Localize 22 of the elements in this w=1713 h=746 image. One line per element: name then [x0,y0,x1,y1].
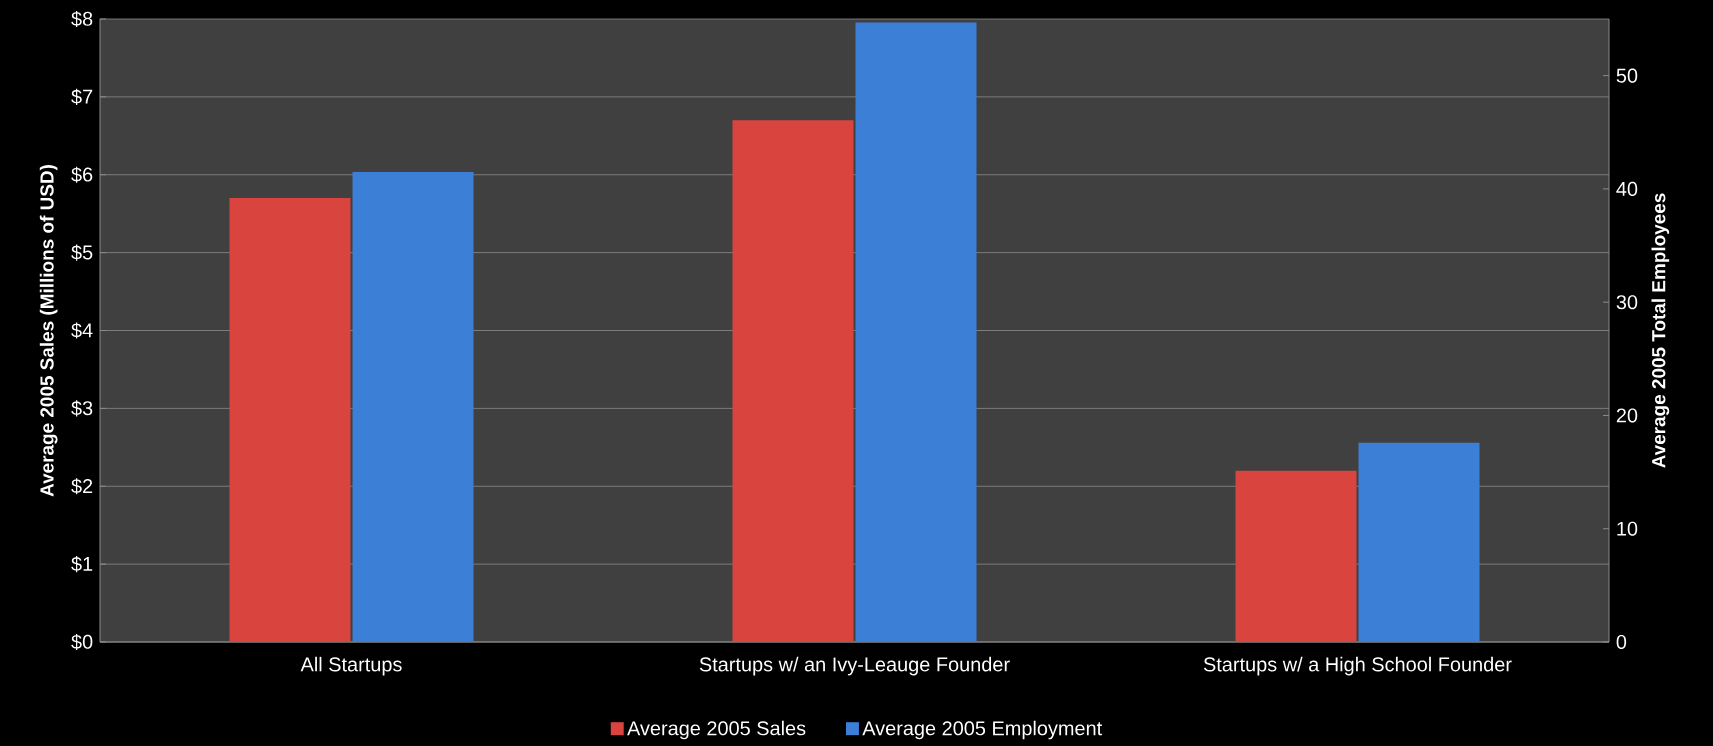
y-tick-label: $5 [71,244,93,261]
y-tick-label: $0 [71,633,93,651]
y-tick-label: $6 [71,166,93,183]
x-tick-label: Startups w/ a High School Founder [1203,656,1512,676]
y2-tick-label: 50 [1616,68,1638,83]
y2-tick-label: 10 [1617,521,1638,536]
y2-tick-label: 20 [1616,408,1638,423]
y-tick-label: $1 [71,556,93,573]
x-tick-label: All Startups [300,656,402,676]
y-tick-label: $4 [71,322,93,339]
y2-tick-label: 30 [1616,295,1638,310]
y2-tick-label: 0 [1616,634,1627,650]
x-tick-label: Startups w/ an Ivy-Leauge Founder [699,656,1010,676]
y2-tick-label: 40 [1616,181,1638,196]
y-axis-title: Average 2005 Sales (Millions of USD) [39,165,58,497]
y-tick-label: $7 [71,88,93,105]
y-tick-label: $2 [71,478,93,495]
y-tick-label: $3 [71,400,93,417]
y-tick-label: $8 [71,10,93,28]
legend-label: Average 2005 Employment [862,720,1103,740]
legend-label: Average 2005 Sales [627,720,806,740]
y2-axis-title: Average 2005 Total Employees [1651,193,1670,468]
